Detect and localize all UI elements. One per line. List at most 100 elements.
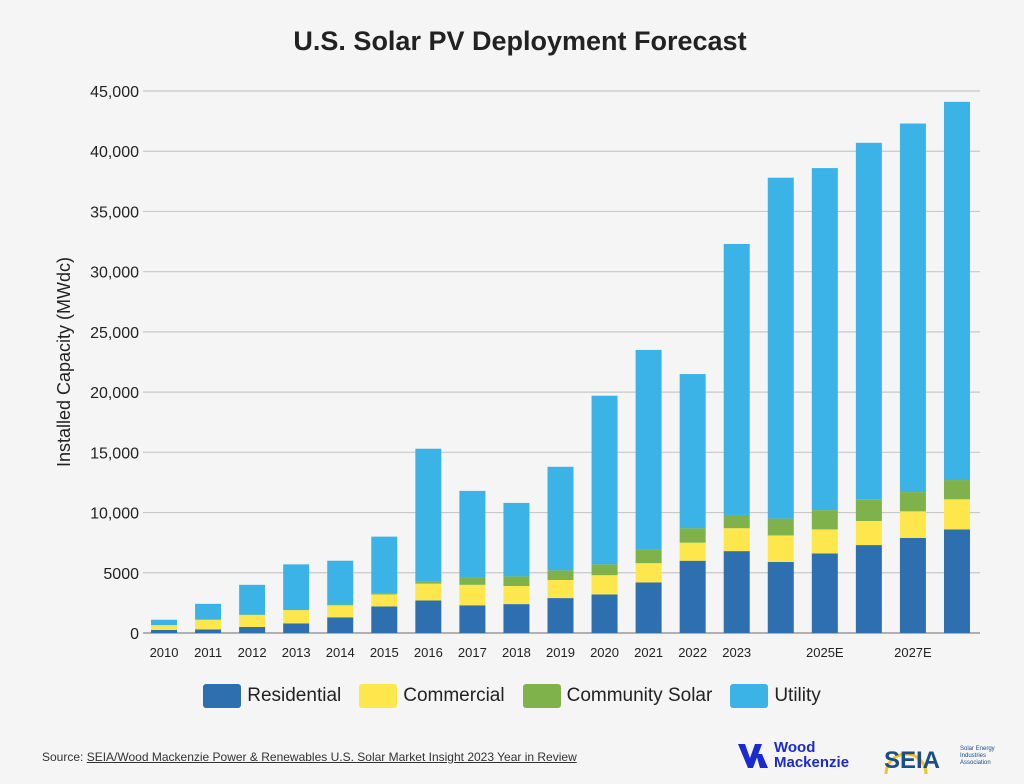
bar-segment-utility bbox=[503, 502, 530, 577]
bar-segment-utility bbox=[591, 395, 618, 565]
y-tick-label: 20,000 bbox=[90, 385, 139, 402]
bar-segment-commercial bbox=[811, 529, 838, 554]
bar-segment-commercial bbox=[239, 614, 266, 627]
bar-segment-utility bbox=[239, 584, 266, 615]
bar-segment-community-solar bbox=[899, 492, 926, 512]
bar-segment-community-solar bbox=[503, 576, 530, 587]
legend-swatch-residential bbox=[203, 684, 242, 708]
seia-sun-icon: SEIA bbox=[884, 747, 940, 775]
bar-segment-commercial bbox=[327, 605, 354, 618]
chart-plot: 0 5000 10,000 15,000 20,000 25,000 30,000 35,00… bbox=[54, 84, 980, 660]
legend-swatch-commercial bbox=[359, 684, 398, 708]
legend-swatch-utility bbox=[730, 684, 769, 708]
bar-segment-utility bbox=[415, 448, 442, 582]
bar-segment-community-solar bbox=[591, 564, 618, 576]
bar-segment-residential bbox=[635, 582, 662, 633]
bar-segment-residential bbox=[239, 626, 266, 633]
bar-segment-utility bbox=[767, 177, 794, 519]
bar-segment-residential bbox=[899, 537, 926, 633]
bar-segment-utility bbox=[327, 560, 354, 605]
bar-segment-commercial bbox=[503, 586, 530, 605]
bar-segment-residential bbox=[327, 617, 354, 633]
bar-segment-residential bbox=[943, 529, 970, 633]
bar-segment-community-solar bbox=[679, 528, 706, 543]
x-tick-label: 2013 bbox=[282, 645, 311, 660]
bar-segment-commercial bbox=[591, 575, 618, 595]
bar-segment-commercial bbox=[151, 625, 178, 630]
bar-segment-utility bbox=[811, 168, 838, 511]
bar-segment-residential bbox=[151, 629, 178, 633]
y-tick-label: 25,000 bbox=[90, 325, 139, 342]
bar-segment-residential bbox=[767, 561, 794, 633]
source-note: Source: SEIA/Wood Mackenzie Power & Rene… bbox=[42, 750, 577, 764]
legend-item-commercial: Commercial bbox=[359, 684, 505, 708]
bar-segment-commercial bbox=[943, 499, 970, 530]
bar-segment-utility bbox=[547, 466, 574, 571]
bar-segment-commercial bbox=[371, 594, 398, 607]
bar-segment-commercial bbox=[855, 520, 882, 546]
bar-segment-utility bbox=[943, 101, 970, 481]
bar-segment-utility bbox=[899, 123, 926, 493]
y-tick-label: 0 bbox=[130, 626, 139, 643]
y-axis-label: Installed Capacity (MWdc) bbox=[54, 257, 74, 467]
bar-segment-community-solar bbox=[943, 480, 970, 500]
legend-label-commercial: Commercial bbox=[403, 685, 505, 706]
y-tick-label: 45,000 bbox=[90, 84, 139, 101]
y-tick-label: 5000 bbox=[103, 566, 139, 583]
x-tick-label: 2020 bbox=[590, 645, 619, 660]
bar-segment-community-solar bbox=[371, 593, 398, 595]
bar-segment-commercial bbox=[195, 619, 222, 630]
bar-segment-commercial bbox=[415, 583, 442, 601]
bar-segment-community-solar bbox=[635, 549, 662, 564]
bar-segment-utility bbox=[635, 349, 662, 550]
bars-layer bbox=[151, 101, 970, 633]
x-tick-label: 2018 bbox=[502, 645, 531, 660]
legend-item-utility: Utility bbox=[730, 684, 821, 708]
x-tick-label: 2023 bbox=[722, 645, 751, 660]
x-axis: 2010 2011 2012 2013 2014 2015 2016 2017 2018 2019… bbox=[150, 645, 932, 660]
x-tick-label: 2019 bbox=[546, 645, 575, 660]
x-tick-label: 2025E bbox=[806, 645, 844, 660]
legend-label-residential: Residential bbox=[247, 685, 342, 706]
bar-segment-community-solar bbox=[547, 570, 574, 581]
x-tick-label: 2017 bbox=[458, 645, 487, 660]
bar-segment-community-solar bbox=[723, 514, 750, 529]
bar-segment-commercial bbox=[459, 584, 486, 606]
x-tick-label: 2010 bbox=[150, 645, 179, 660]
bar-segment-residential bbox=[679, 560, 706, 633]
source-link[interactable]: SEIA/Wood Mackenzie Power & Renewables U… bbox=[86, 750, 577, 764]
x-tick-label: 2011 bbox=[194, 645, 222, 660]
y-tick-label: 40,000 bbox=[90, 144, 139, 161]
bar-segment-residential bbox=[855, 545, 882, 633]
bar-segment-residential bbox=[723, 551, 750, 633]
x-tick-label: 2015 bbox=[370, 645, 399, 660]
bar-segment-residential bbox=[547, 598, 574, 633]
bar-segment-commercial bbox=[547, 580, 574, 599]
seia-fullname: Solar Energy Industries Association bbox=[960, 745, 995, 766]
bar-segment-residential bbox=[415, 600, 442, 633]
bar-segment-commercial bbox=[723, 528, 750, 552]
x-tick-label: 2012 bbox=[238, 645, 267, 660]
bar-segment-community-solar bbox=[327, 604, 354, 606]
x-tick-label: 2027E bbox=[894, 645, 932, 660]
bar-segment-residential bbox=[591, 594, 618, 633]
y-axis: 0 5000 10,000 15,000 20,000 25,000 30,000 35,00… bbox=[90, 84, 139, 643]
bar-segment-utility bbox=[371, 536, 398, 594]
bar-segment-utility bbox=[679, 374, 706, 529]
x-tick-label: 2016 bbox=[414, 645, 443, 660]
bar-segment-commercial bbox=[283, 610, 310, 624]
bar-segment-residential bbox=[371, 606, 398, 633]
y-tick-label: 35,000 bbox=[90, 204, 139, 221]
bar-segment-community-solar bbox=[459, 577, 486, 585]
bar-segment-utility bbox=[283, 564, 310, 610]
bar-segment-commercial bbox=[899, 511, 926, 538]
bar-segment-utility bbox=[195, 603, 222, 620]
wood-mackenzie-logo: Wood Mackenzie bbox=[738, 740, 849, 770]
bar-segment-community-solar bbox=[811, 510, 838, 530]
bar-segment-commercial bbox=[635, 563, 662, 583]
legend-item-community-solar: Community Solar bbox=[522, 684, 713, 708]
bar-segment-residential bbox=[459, 605, 486, 633]
legend-label-community-solar: Community Solar bbox=[566, 685, 713, 706]
x-tick-label: 2022 bbox=[678, 645, 707, 660]
bar-segment-residential bbox=[811, 553, 838, 633]
